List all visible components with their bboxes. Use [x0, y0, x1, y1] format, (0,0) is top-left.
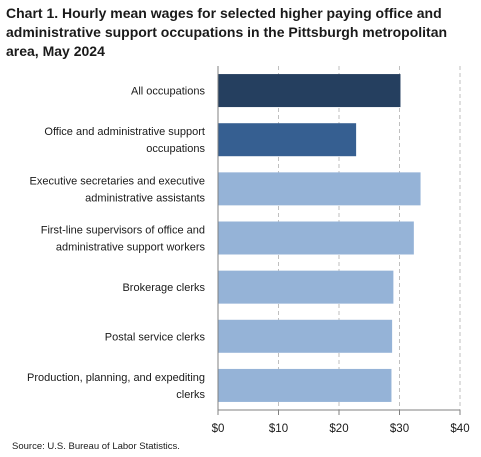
category-label: Executive secretaries and executive admin…	[30, 175, 206, 204]
category-label-line: administrative assistants	[85, 192, 205, 204]
category-label-line: First-line supervisors of office and	[41, 225, 205, 237]
chart-title: Chart 1. Hourly mean wages for selected …	[6, 5, 448, 59]
x-axis: $0 $10 $20 $30 $40	[212, 66, 470, 435]
bar	[218, 172, 421, 206]
category-label-line: Office and administrative support	[44, 126, 205, 138]
bar	[218, 123, 357, 157]
category-label: Office and administrative support occupat…	[44, 126, 205, 155]
category-label: All occupations	[131, 86, 205, 98]
category-label-line: clerks	[176, 389, 205, 401]
chart-source: Source: U.S. Bureau of Labor Statistics.	[12, 441, 180, 452]
x-tick-label: $0	[212, 423, 225, 435]
bar	[218, 270, 394, 304]
category-label: Brokerage clerks	[122, 282, 205, 294]
x-tick-label: $10	[269, 423, 288, 435]
category-label: Production, planning, and expediting cler…	[27, 372, 205, 401]
category-label-line: occupations	[146, 143, 205, 155]
category-label: First-line supervisors of office and admi…	[41, 225, 206, 254]
bar	[218, 368, 392, 402]
bar	[218, 74, 401, 108]
category-label-line: Postal service clerks	[105, 331, 206, 343]
bar	[218, 221, 414, 255]
category-label: Postal service clerks	[105, 331, 206, 343]
category-labels: All occupations Office and administrative…	[27, 86, 205, 401]
x-tick-label: $20	[329, 423, 348, 435]
category-label-line: Executive secretaries and executive	[30, 175, 205, 187]
category-label-line: Brokerage clerks	[122, 282, 205, 294]
category-label-line: administrative support workers	[56, 242, 206, 254]
bars	[218, 74, 421, 402]
category-label-line: Production, planning, and expediting	[27, 372, 205, 384]
x-tick-label: $40	[450, 423, 469, 435]
category-label-line: All occupations	[131, 86, 205, 98]
x-tick-label: $30	[390, 423, 409, 435]
bar	[218, 319, 393, 353]
